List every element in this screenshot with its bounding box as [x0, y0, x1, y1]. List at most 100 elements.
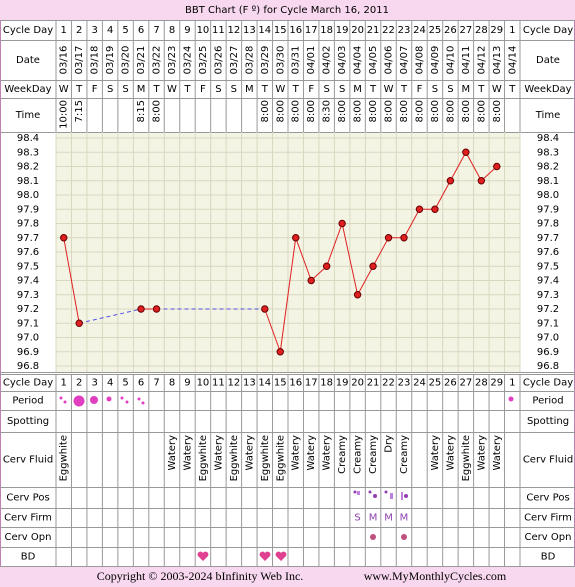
temp-point	[276, 348, 284, 356]
date: 03/29	[260, 46, 271, 75]
date: 03/20	[121, 46, 132, 75]
cycle-day-bottom: 12	[227, 378, 240, 389]
row-label: BD	[21, 552, 36, 563]
weekday: S	[231, 84, 237, 95]
cerv-fluid: Eggwhite	[275, 435, 286, 481]
y-tick-label: 97.6	[17, 247, 39, 258]
temp-point	[353, 291, 362, 299]
cycle-day-bottom: 13	[243, 378, 256, 389]
y-tick-label: 98.0	[17, 190, 39, 201]
weekday: T	[508, 84, 516, 95]
date: 04/12	[476, 46, 487, 75]
time: 8:00	[430, 100, 441, 122]
cycle-day: 11	[212, 25, 225, 36]
temp-point	[292, 234, 300, 242]
time: 8:00	[291, 100, 302, 122]
date: 04/09	[430, 46, 441, 75]
temp-point	[261, 305, 269, 313]
temp-line	[264, 308, 281, 352]
time: 10:00	[59, 100, 70, 129]
cycle-day-bottom: 14	[258, 378, 271, 389]
cycle-day-bottom: 25	[429, 378, 442, 389]
y-tick-label-right: 97.1	[537, 318, 559, 329]
cerv-fluid: Watery	[322, 435, 333, 471]
time: 8:00	[461, 100, 472, 122]
date: 03/22	[152, 46, 163, 75]
temp-point	[307, 276, 315, 285]
time: 8:00	[260, 100, 271, 122]
temp-line	[449, 152, 467, 181]
time: 8:00	[353, 100, 364, 122]
y-tick-label: 97.5	[17, 261, 39, 272]
weekday: W	[59, 84, 69, 95]
cycle-day: 2	[76, 25, 82, 36]
y-tick-label-right: 97.2	[537, 304, 559, 315]
temp-point	[338, 219, 346, 228]
temp-line	[295, 237, 312, 281]
date: 04/08	[414, 46, 425, 75]
cerv-fluid: Creamy	[368, 435, 379, 474]
cerv-fluid: Watery	[167, 435, 178, 471]
cycle-day-bottom: 5	[122, 378, 128, 389]
cycle-day-bottom: 28	[475, 378, 488, 389]
cycle-day-bottom: 9	[184, 378, 190, 389]
cycle-day-bottom: 20	[351, 378, 364, 389]
cerv-fluid: Creamy	[353, 435, 364, 474]
y-tick-label: 96.8	[17, 361, 39, 372]
cycle-day-bottom: 23	[398, 378, 411, 389]
date: 04/13	[492, 46, 503, 75]
time: 7:15	[74, 100, 85, 122]
row-label: Cerv Firm	[4, 513, 52, 524]
temp-point	[446, 177, 455, 185]
y-tick-label-right: 96.8	[537, 361, 559, 372]
cerv-fluid: Watery	[244, 435, 255, 471]
weekday: T	[183, 84, 191, 95]
cycle-day: 27	[459, 25, 472, 36]
cycle-day: 25	[429, 25, 442, 36]
weekday: T	[369, 84, 377, 95]
weekday: T	[400, 84, 408, 95]
cycle-day-bottom: 19	[336, 378, 349, 389]
cerv-pos-icons	[353, 490, 408, 500]
cycle-day: 29	[490, 25, 503, 36]
weekday: W	[492, 84, 502, 95]
y-tick-label: 98.2	[17, 162, 39, 173]
row-label: Spotting	[7, 416, 49, 427]
row-label-right: Cycle Day	[523, 378, 573, 389]
cycle-day-bottom: 1	[509, 378, 515, 389]
time: 8:00	[337, 100, 348, 122]
cerv-fluid: Creamy	[399, 435, 410, 474]
row-label-right: Spotting	[527, 416, 569, 427]
cycle-day-bottom: 24	[413, 378, 426, 389]
weekday: F	[417, 84, 423, 95]
row-label: Time	[15, 110, 40, 121]
cerv-fluid: Eggwhite	[59, 435, 70, 481]
cycle-day: 26	[444, 25, 457, 36]
y-tick-label: 97.9	[17, 204, 39, 215]
time: 8:00	[399, 100, 410, 122]
cerv-fluid: Eggwhite	[229, 435, 240, 481]
temp-point	[75, 319, 83, 327]
weekday: S	[323, 84, 329, 95]
time: 8:00	[414, 100, 425, 122]
row-label: Cycle Day	[3, 25, 53, 36]
weekday: S	[447, 84, 453, 95]
cerv-firm: M	[400, 513, 409, 524]
gap-line	[79, 308, 142, 324]
cycle-day: 4	[107, 25, 113, 36]
cycle-day: 21	[367, 25, 380, 36]
row-label-right: BD	[541, 552, 556, 563]
cycle-day: 5	[122, 25, 128, 36]
cycle-day: 23	[398, 25, 411, 36]
cycle-day: 20	[351, 25, 364, 36]
weekday: T	[477, 84, 485, 95]
cycle-day-bottom: 8	[169, 378, 175, 389]
time: 8:00	[492, 100, 503, 122]
row-label-right: Cerv Firm	[524, 513, 572, 524]
weekday: M	[462, 84, 471, 95]
cerv-opn-icons	[370, 534, 407, 540]
y-tick-label-right: 97.3	[537, 290, 559, 301]
temp-line	[403, 209, 420, 238]
cycle-day-bottom: 3	[91, 378, 97, 389]
